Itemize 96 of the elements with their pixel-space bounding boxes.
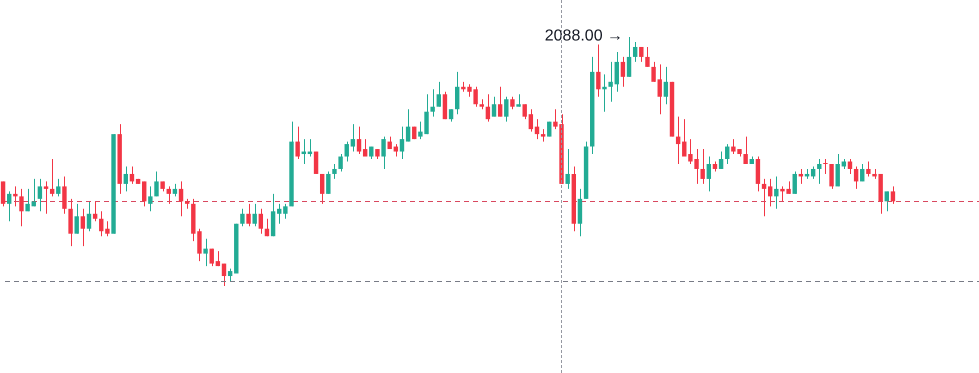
- candlestick: [406, 108, 410, 142]
- candlestick: [258, 208, 264, 234]
- candlestick: [252, 203, 257, 227]
- candlestick: [626, 36, 632, 78]
- candlestick: [369, 146, 374, 160]
- candlestick: [124, 166, 128, 192]
- annotation: 2088.00 →: [544, 27, 624, 44]
- candlestick: [148, 186, 153, 212]
- candlestick: [50, 158, 54, 197]
- candlestick: [154, 170, 159, 197]
- candlestick: [700, 148, 705, 184]
- candlestick: [203, 238, 208, 267]
- candlestick: [80, 208, 86, 247]
- candlestick: [130, 166, 134, 184]
- candlestick: [866, 161, 871, 177]
- candlestick: [712, 161, 718, 172]
- candlestick: [890, 186, 896, 204]
- candlestick: [510, 96, 515, 110]
- candlestick: [632, 41, 638, 62]
- candlestick: [62, 176, 67, 214]
- candlestick: [246, 203, 251, 227]
- candlestick: [240, 208, 245, 227]
- candlestick: [718, 151, 724, 170]
- candlestick: [436, 81, 442, 108]
- candlestick: [295, 126, 300, 160]
- candlestick: [780, 186, 785, 202]
- candlestick: [694, 148, 699, 184]
- candlestick: [486, 94, 490, 122]
- candlestick: [92, 200, 98, 222]
- candlestick: [602, 74, 607, 112]
- candlestick: [547, 121, 552, 138]
- candlestick: [222, 263, 226, 286]
- candlestick: [829, 163, 834, 190]
- candlestick: [184, 198, 190, 210]
- candlestick: [400, 126, 404, 160]
- candlestick: [786, 180, 791, 194]
- candlestick: [860, 163, 864, 182]
- candlestick: [375, 148, 380, 160]
- candlestick: [418, 121, 423, 140]
- candlestick: [498, 86, 502, 118]
- candlestick: [516, 94, 521, 108]
- candlestick: [504, 96, 509, 122]
- candlestick: [639, 46, 644, 62]
- candlestick: [412, 126, 416, 140]
- candlestick: [480, 98, 484, 110]
- candlestick: [264, 218, 270, 237]
- candlestick: [38, 178, 42, 212]
- candlestick: [774, 176, 779, 210]
- candlestick: [731, 138, 736, 155]
- candlestick: [664, 66, 668, 105]
- candlestick: [0, 180, 6, 207]
- candlestick: [381, 136, 386, 170]
- candlestick: [172, 183, 178, 197]
- candlestick: [13, 186, 18, 207]
- candlestick: [798, 168, 804, 184]
- candlestick: [706, 156, 712, 192]
- candlestick: [424, 94, 429, 135]
- candlestick: [645, 46, 650, 68]
- candlestick: [6, 190, 12, 222]
- candlestick: [314, 151, 318, 174]
- candlestick: [534, 118, 540, 140]
- candlestick: [848, 158, 852, 174]
- candlestick: [320, 173, 324, 204]
- candlestick: [540, 128, 546, 142]
- candlestick: [454, 71, 460, 115]
- candlestick: [332, 163, 337, 180]
- candlestick: [823, 158, 828, 174]
- candlestick: [178, 180, 184, 217]
- candlestick: [448, 108, 454, 122]
- candlestick: [473, 86, 478, 108]
- candlestick: [565, 148, 570, 190]
- candlestick: [461, 81, 466, 92]
- candlestick: [19, 188, 24, 227]
- candlestick: [74, 203, 79, 234]
- candlestick: [854, 166, 858, 190]
- candlestick: [44, 180, 48, 214]
- candlestick: [553, 108, 558, 130]
- candlestick: [430, 88, 435, 118]
- candlestick: [596, 44, 601, 98]
- candlestick: [872, 168, 877, 180]
- candlestick: [362, 138, 368, 158]
- candlestick: [326, 170, 331, 194]
- candlestick: [620, 56, 626, 88]
- candlestick: [804, 168, 810, 180]
- candlestick: [492, 96, 496, 118]
- candlestick: [792, 170, 797, 194]
- candlestick: [356, 126, 362, 155]
- candlestick: [467, 84, 472, 98]
- candlestick: [817, 158, 822, 184]
- candlestick: [166, 186, 171, 204]
- candlestick: [338, 154, 343, 172]
- candlestick: [810, 166, 816, 180]
- candlestick: [56, 178, 61, 197]
- candlestick: [743, 136, 748, 164]
- candlestick: [725, 144, 730, 164]
- candlestick: [884, 190, 890, 212]
